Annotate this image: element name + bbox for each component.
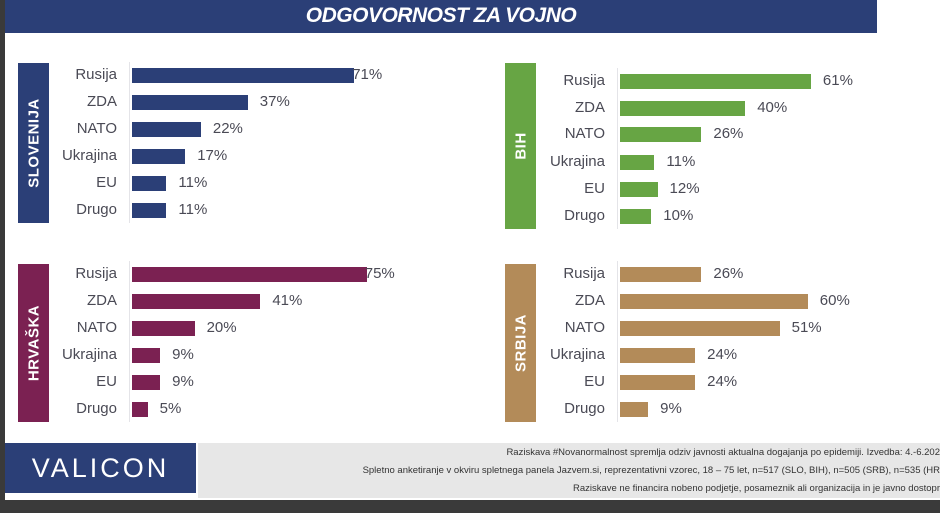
value-label: 22%	[212, 120, 243, 137]
value-label: 9%	[660, 400, 682, 417]
bar-srbija-ukrajina	[620, 348, 696, 363]
panel-label-slovenija: SLOVENIJA	[18, 63, 49, 223]
bar-bih-ukrajina	[620, 155, 655, 170]
bar-bih-eu	[620, 182, 658, 197]
value-label: 51%	[791, 319, 822, 336]
category-label: Drugo	[564, 207, 605, 224]
bar-slovenija-ukrajina	[132, 149, 186, 164]
category-label: ZDA	[575, 99, 605, 116]
category-label: ZDA	[87, 93, 117, 110]
category-label: ZDA	[575, 292, 605, 309]
value-label: 24%	[707, 373, 738, 390]
footer-notes: Raziskava #Novanormalnost spremlja odziv…	[198, 443, 940, 498]
value-label: 9%	[172, 373, 194, 390]
category-label: Drugo	[564, 400, 605, 417]
bar-bih-nato	[620, 127, 702, 142]
category-label: Rusija	[563, 72, 605, 89]
footer-note-2: Spletno anketiranje v okviru spletnega p…	[362, 465, 940, 476]
bar-srbija-zda	[620, 294, 808, 309]
bar-srbija-eu	[620, 375, 696, 390]
bar-hrvaška-nato	[132, 321, 195, 336]
bar-slovenija-eu	[132, 176, 167, 191]
value-label: 11%	[178, 174, 208, 191]
category-label: Ukrajina	[549, 346, 605, 363]
bar-bih-drugo	[620, 209, 652, 224]
value-label: 37%	[259, 93, 290, 110]
category-label: Ukrajina	[549, 153, 605, 170]
category-label: Ukrajina	[61, 346, 117, 363]
value-label: 20%	[206, 319, 237, 336]
category-label: ZDA	[87, 292, 117, 309]
value-label: 75%	[364, 265, 395, 282]
value-label: 61%	[822, 72, 853, 89]
axis-line	[617, 261, 618, 422]
category-label: Rusija	[75, 265, 117, 282]
value-label: 71%	[352, 66, 383, 83]
category-label: Drugo	[76, 201, 117, 218]
value-label: 12%	[669, 180, 700, 197]
value-label: 10%	[663, 207, 694, 224]
category-label: Rusija	[563, 265, 605, 282]
bar-srbija-drugo	[620, 402, 649, 417]
bar-hrvaška-drugo	[132, 402, 148, 417]
bar-slovenija-nato	[132, 122, 201, 137]
value-label: 60%	[819, 292, 850, 309]
category-label: NATO	[564, 125, 605, 142]
bar-srbija-nato	[620, 321, 780, 336]
value-label: 24%	[707, 346, 738, 363]
bar-slovenija-rusija	[132, 68, 355, 83]
page-title: ODGOVORNOST ZA VOJNO	[5, 0, 877, 33]
value-label: 41%	[272, 292, 303, 309]
bar-hrvaška-ukrajina	[132, 348, 161, 363]
bar-slovenija-drugo	[132, 203, 167, 218]
category-label: Drugo	[76, 400, 117, 417]
panel-label-text: HRVAŠKA	[25, 304, 42, 382]
category-label: NATO	[564, 319, 605, 336]
footer-note-3: Raziskave ne financira nobeno podjetje, …	[572, 483, 940, 494]
category-label: NATO	[76, 120, 117, 137]
bar-srbija-rusija	[620, 267, 702, 282]
bar-hrvaška-rusija	[132, 267, 367, 282]
value-label: 17%	[197, 147, 228, 164]
axis-line	[129, 261, 130, 422]
value-label: 26%	[713, 125, 744, 142]
bar-bih-zda	[620, 101, 746, 116]
value-label: 5%	[159, 400, 182, 417]
value-label: 11%	[666, 153, 696, 170]
bar-bih-rusija	[620, 74, 811, 89]
category-label: EU	[584, 180, 605, 197]
valicon-logo: VALICON	[5, 443, 196, 493]
category-label: NATO	[76, 319, 117, 336]
category-label: Ukrajina	[61, 147, 117, 164]
category-label: EU	[584, 373, 605, 390]
category-label: Rusija	[75, 66, 117, 83]
value-label: 26%	[713, 265, 744, 282]
panel-label-bih: BIH	[505, 63, 536, 229]
axis-line	[617, 68, 618, 229]
panel-label-hrvaška: HRVAŠKA	[18, 264, 49, 422]
bar-slovenija-zda	[132, 95, 248, 110]
panel-label-srbija: SRBIJA	[505, 264, 536, 422]
bar-hrvaška-eu	[132, 375, 161, 390]
value-label: 40%	[757, 99, 788, 116]
bar-hrvaška-zda	[132, 294, 261, 309]
category-label: EU	[96, 174, 117, 191]
axis-line	[129, 62, 130, 223]
category-label: EU	[96, 373, 117, 390]
footer-note-1: Raziskava #Novanormalnost spremlja odziv…	[506, 447, 940, 458]
value-label: 11%	[178, 201, 208, 218]
value-label: 9%	[172, 346, 194, 363]
